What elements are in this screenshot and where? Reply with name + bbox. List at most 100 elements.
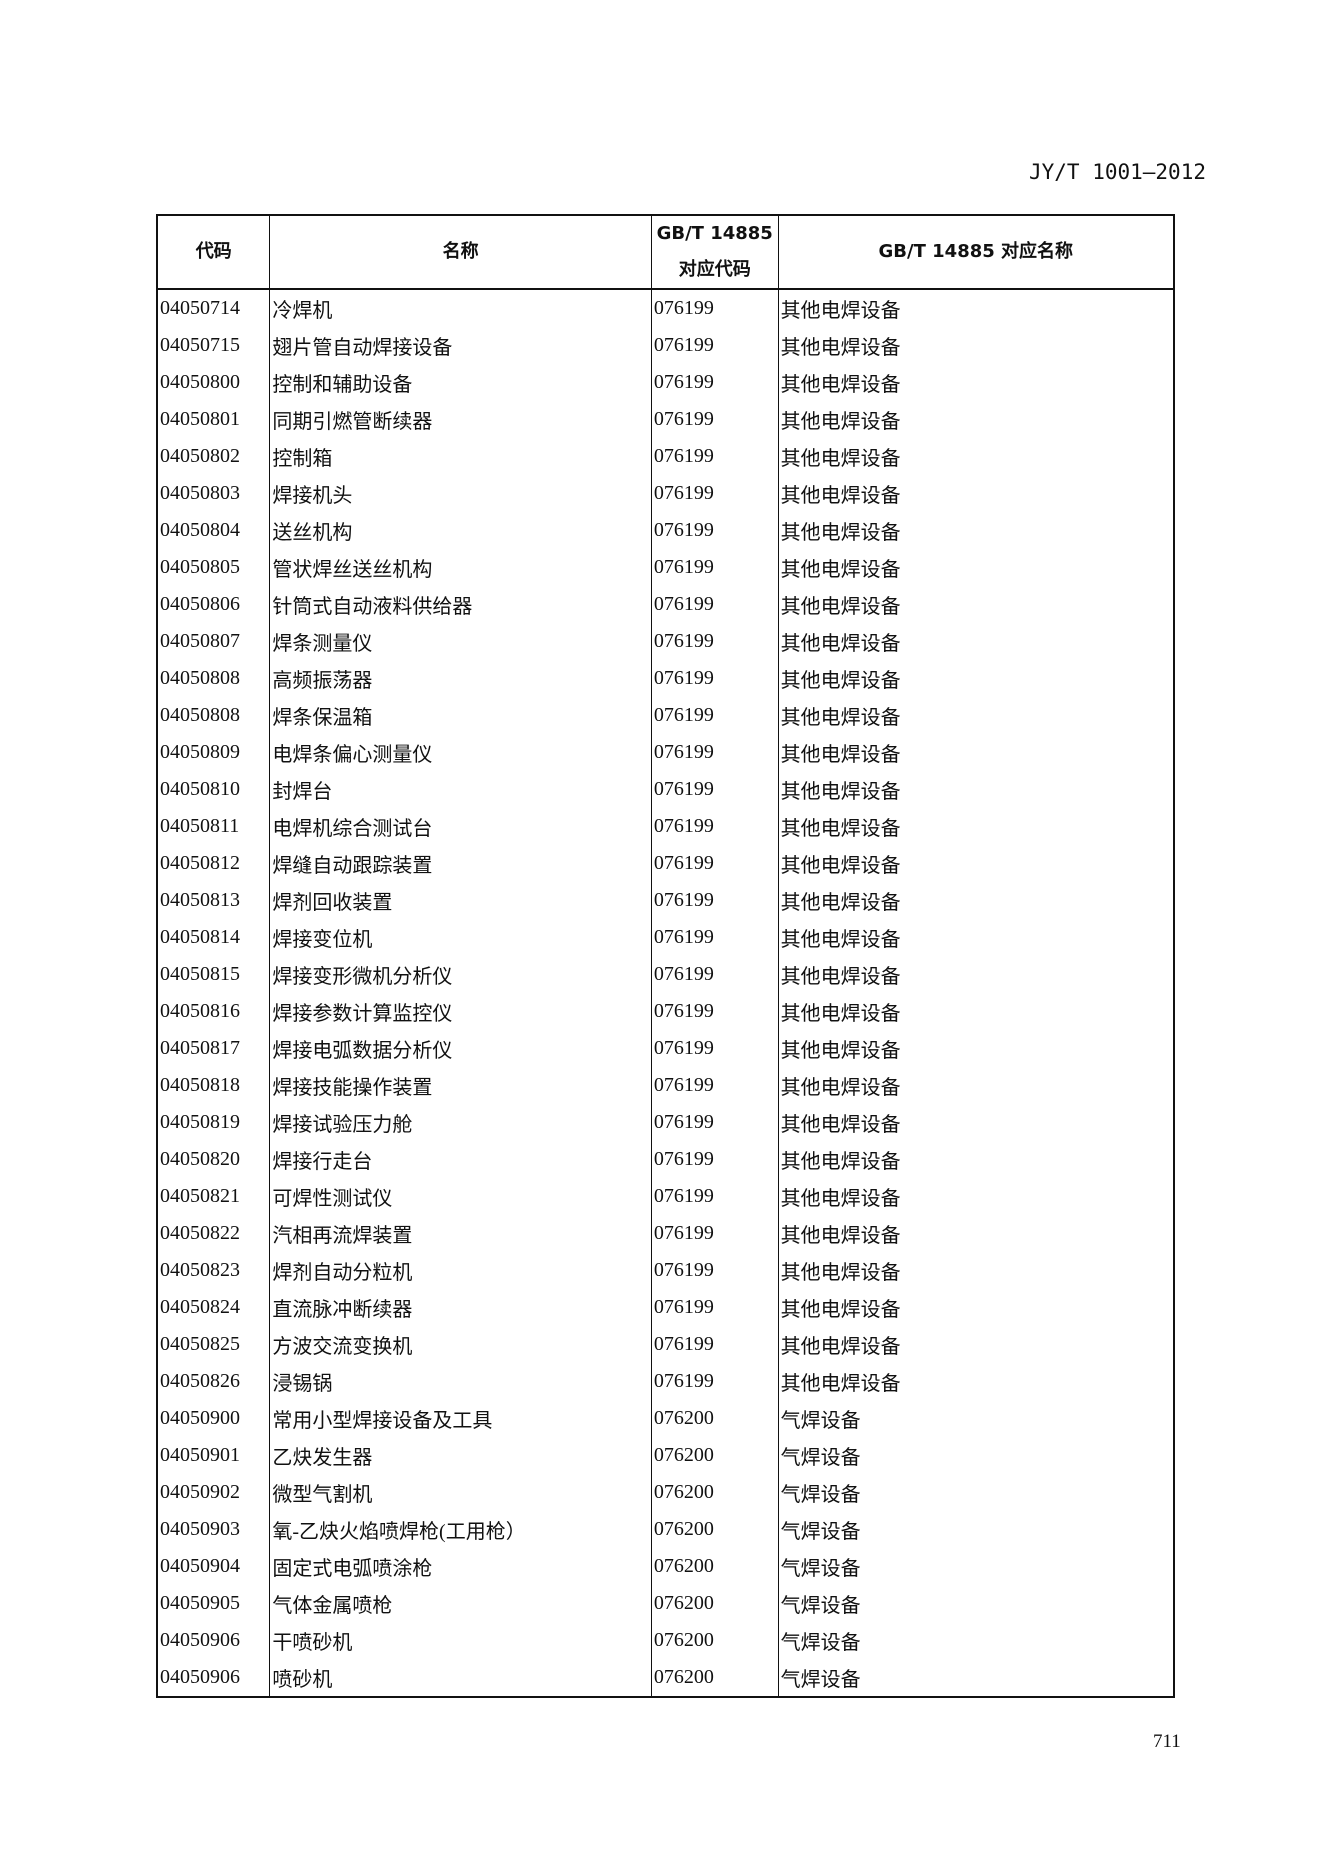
cell-gb-code: 076200	[650, 1622, 779, 1659]
cell-gb-code: 076199	[650, 1326, 779, 1363]
standard-number: JY/T 1001—2012	[1028, 160, 1206, 184]
cell-gb-code: 076199	[650, 623, 779, 660]
cell-gb-name: 其他电焊设备	[777, 1215, 1175, 1252]
cell-gb-code: 076199	[650, 512, 779, 549]
table-row: 04050825 方波交流变换机 076199 其他电焊设备	[156, 1326, 1175, 1363]
cell-gb-code: 076199	[650, 1030, 779, 1067]
cell-gb-code: 076200	[650, 1659, 779, 1697]
cell-gb-name: 其他电焊设备	[777, 475, 1175, 512]
table-row: 04050819 焊接试验压力舱 076199 其他电焊设备	[156, 1104, 1175, 1141]
table-row: 04050814 焊接变位机 076199 其他电焊设备	[156, 919, 1175, 956]
cell-name: 焊接参数计算监控仪	[269, 993, 652, 1030]
table-row: 04050803 焊接机头 076199 其他电焊设备	[156, 475, 1175, 512]
table-row: 04050715 翅片管自动焊接设备 076199 其他电焊设备	[156, 327, 1175, 364]
cell-code: 04050808	[156, 697, 271, 734]
cell-gb-name: 其他电焊设备	[777, 882, 1175, 919]
cell-gb-code: 076199	[650, 1067, 779, 1104]
table-row: 04050906 干喷砂机 076200 气焊设备	[156, 1622, 1175, 1659]
cell-gb-name: 气焊设备	[777, 1548, 1175, 1585]
cell-name: 可焊性测试仪	[269, 1178, 652, 1215]
cell-code: 04050803	[156, 475, 271, 512]
table-row: 04050808 焊条保温箱 076199 其他电焊设备	[156, 697, 1175, 734]
cell-gb-code: 076199	[650, 882, 779, 919]
cell-gb-code: 076200	[650, 1400, 779, 1437]
table-row: 04050805 管状焊丝送丝机构 076199 其他电焊设备	[156, 549, 1175, 586]
cell-name: 焊接变形微机分析仪	[269, 956, 652, 993]
cell-code: 04050901	[156, 1437, 271, 1474]
cell-gb-name: 其他电焊设备	[777, 771, 1175, 808]
cell-name: 焊条测量仪	[269, 623, 652, 660]
cell-gb-name: 气焊设备	[777, 1511, 1175, 1548]
cell-name: 控制箱	[269, 438, 652, 475]
cell-name: 浸锡锅	[269, 1363, 652, 1400]
cell-gb-code: 076200	[650, 1548, 779, 1585]
cell-name: 汽相再流焊装置	[269, 1215, 652, 1252]
header-gb-code-line1: GB/T 14885	[656, 223, 773, 244]
cell-name: 控制和辅助设备	[269, 364, 652, 401]
cell-code: 04050810	[156, 771, 271, 808]
cell-code: 04050816	[156, 993, 271, 1030]
cell-gb-code: 076199	[650, 771, 779, 808]
cell-name: 翅片管自动焊接设备	[269, 327, 652, 364]
cell-name: 焊接变位机	[269, 919, 652, 956]
cell-gb-code: 076199	[650, 956, 779, 993]
cell-name: 直流脉冲断续器	[269, 1289, 652, 1326]
cell-name: 电焊机综合测试台	[269, 808, 652, 845]
table-row: 04050818 焊接技能操作装置 076199 其他电焊设备	[156, 1067, 1175, 1104]
cell-code: 04050804	[156, 512, 271, 549]
cell-gb-code: 076200	[650, 1511, 779, 1548]
cell-gb-code: 076199	[650, 1104, 779, 1141]
cell-gb-code: 076199	[650, 660, 779, 697]
header-gb-code-line2: 对应代码	[678, 259, 751, 280]
cell-gb-name: 其他电焊设备	[777, 734, 1175, 771]
cell-code: 04050805	[156, 549, 271, 586]
cell-name: 焊接技能操作装置	[269, 1067, 652, 1104]
cell-gb-code: 076199	[650, 289, 779, 327]
cell-name: 干喷砂机	[269, 1622, 652, 1659]
cell-gb-name: 其他电焊设备	[777, 845, 1175, 882]
cell-gb-name: 其他电焊设备	[777, 401, 1175, 438]
table-row: 04050804 送丝机构 076199 其他电焊设备	[156, 512, 1175, 549]
cell-code: 04050814	[156, 919, 271, 956]
table-row: 04050820 焊接行走台 076199 其他电焊设备	[156, 1141, 1175, 1178]
table-row: 04050900 常用小型焊接设备及工具 076200 气焊设备	[156, 1400, 1175, 1437]
table-row: 04050800 控制和辅助设备 076199 其他电焊设备	[156, 364, 1175, 401]
cell-gb-code: 076199	[650, 1252, 779, 1289]
cell-gb-name: 其他电焊设备	[777, 1104, 1175, 1141]
table-header-row: 代码 名称 GB/T 14885 对应代码 GB/T 14885 对应名称	[156, 214, 1175, 290]
cell-name: 常用小型焊接设备及工具	[269, 1400, 652, 1437]
table-row: 04050714 冷焊机 076199 其他电焊设备	[156, 289, 1175, 327]
cell-gb-code: 076199	[650, 549, 779, 586]
header-name: 名称	[269, 214, 652, 290]
cell-gb-code: 076199	[650, 734, 779, 771]
cell-gb-name: 气焊设备	[777, 1585, 1175, 1622]
cell-name: 氧-乙炔火焰喷焊枪(工用枪）	[269, 1511, 652, 1548]
cell-gb-code: 076200	[650, 1585, 779, 1622]
table-row: 04050801 同期引燃管断续器 076199 其他电焊设备	[156, 401, 1175, 438]
table-row: 04050809 电焊条偏心测量仪 076199 其他电焊设备	[156, 734, 1175, 771]
cell-gb-name: 其他电焊设备	[777, 549, 1175, 586]
code-table: 代码 名称 GB/T 14885 对应代码 GB/T 14885 对应名称 040…	[156, 214, 1175, 1698]
cell-name: 管状焊丝送丝机构	[269, 549, 652, 586]
cell-code: 04050906	[156, 1659, 271, 1697]
cell-gb-name: 其他电焊设备	[777, 660, 1175, 697]
cell-gb-code: 076199	[650, 808, 779, 845]
cell-code: 04050825	[156, 1326, 271, 1363]
cell-code: 04050818	[156, 1067, 271, 1104]
cell-gb-code: 076199	[650, 919, 779, 956]
cell-gb-name: 其他电焊设备	[777, 993, 1175, 1030]
cell-name: 焊剂自动分粒机	[269, 1252, 652, 1289]
cell-code: 04050806	[156, 586, 271, 623]
cell-name: 焊接试验压力舱	[269, 1104, 652, 1141]
cell-gb-name: 其他电焊设备	[777, 956, 1175, 993]
table-row: 04050903 氧-乙炔火焰喷焊枪(工用枪） 076200 气焊设备	[156, 1511, 1175, 1548]
cell-code: 04050809	[156, 734, 271, 771]
table-row: 04050902 微型气割机 076200 气焊设备	[156, 1474, 1175, 1511]
cell-gb-name: 气焊设备	[777, 1400, 1175, 1437]
cell-code: 04050903	[156, 1511, 271, 1548]
cell-gb-name: 其他电焊设备	[777, 1030, 1175, 1067]
cell-gb-code: 076199	[650, 1178, 779, 1215]
cell-name: 固定式电弧喷涂枪	[269, 1548, 652, 1585]
table-row: 04050906 喷砂机 076200 气焊设备	[156, 1659, 1175, 1697]
cell-gb-name: 其他电焊设备	[777, 364, 1175, 401]
